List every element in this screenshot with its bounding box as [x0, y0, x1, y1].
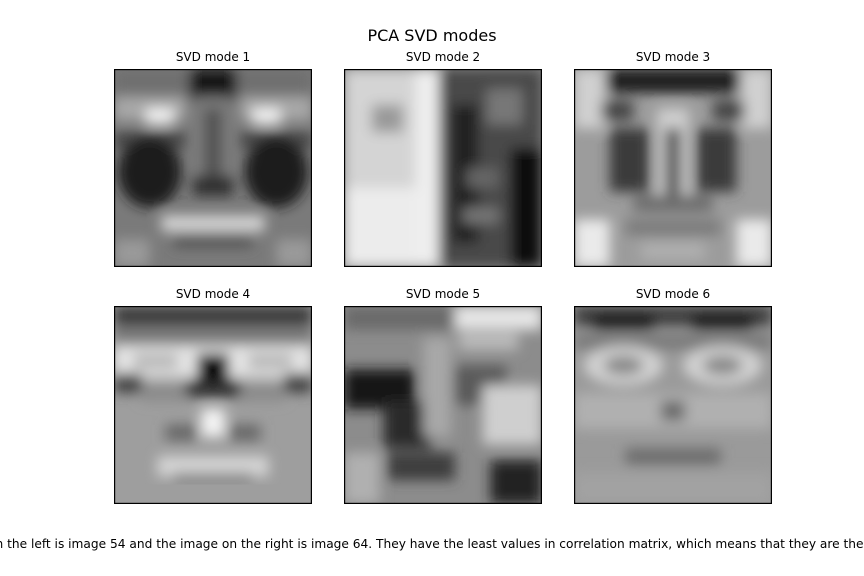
panel-svd-mode-2: SVD mode 2: [344, 50, 542, 267]
panel-title: SVD mode 5: [405, 287, 481, 301]
caption-text: The image on the left is image 54 and th…: [0, 537, 864, 551]
figure-title: PCA SVD modes: [367, 26, 497, 45]
panel-title: SVD mode 1: [175, 50, 251, 64]
svd-mode-6-image: [574, 306, 772, 504]
panel-svd-mode-1: SVD mode 1: [114, 50, 312, 267]
svd-mode-1-image: [114, 69, 312, 267]
svd-mode-4-image: [114, 306, 312, 504]
figure-caption: The image on the left is image 54 and th…: [0, 537, 864, 555]
panel-title: SVD mode 3: [635, 50, 711, 64]
panel-title: SVD mode 4: [175, 287, 251, 301]
panel-title: SVD mode 6: [635, 287, 711, 301]
panel-title: SVD mode 2: [405, 50, 481, 64]
panel-svd-mode-4: SVD mode 4: [114, 287, 312, 504]
svd-mode-5-image: [344, 306, 542, 504]
svd-mode-2-image: [344, 69, 542, 267]
panel-svd-mode-3: SVD mode 3: [574, 50, 772, 267]
svd-mode-3-image: [574, 69, 772, 267]
panel-svd-mode-6: SVD mode 6: [574, 287, 772, 504]
panel-svd-mode-5: SVD mode 5: [344, 287, 542, 504]
